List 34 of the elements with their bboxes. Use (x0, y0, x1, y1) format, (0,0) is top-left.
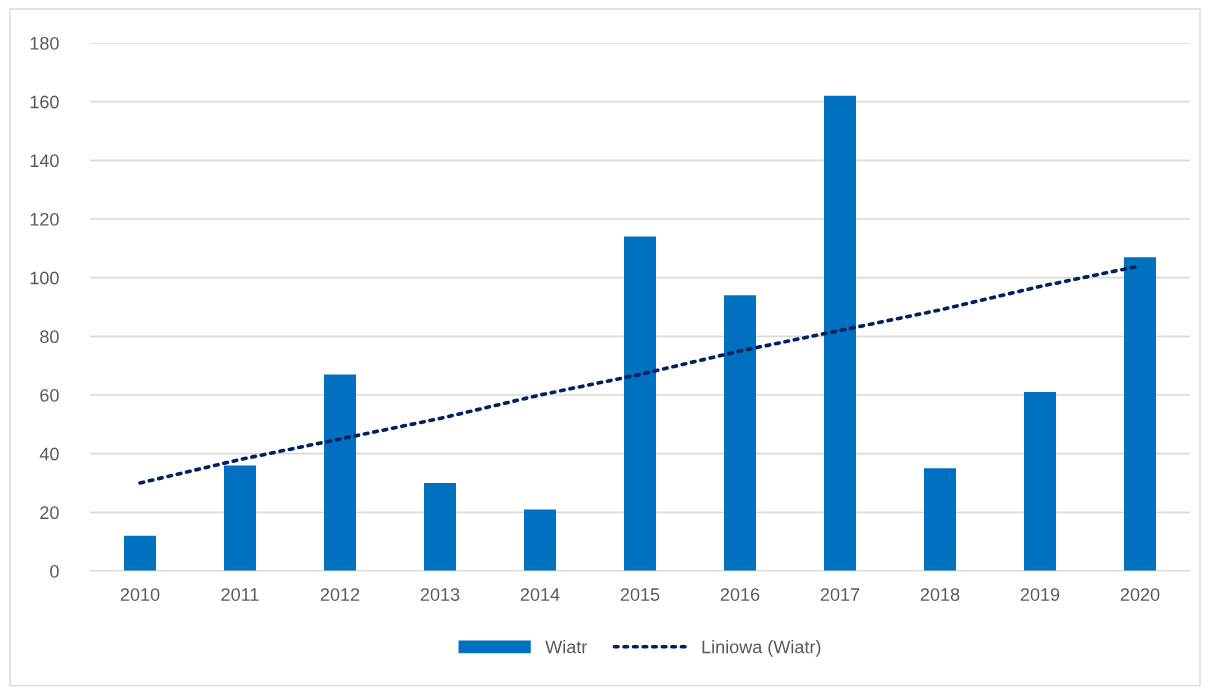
x-tick-label: 2020 (1120, 588, 1160, 601)
bar (1124, 257, 1156, 571)
y-tick-label: 160 (30, 95, 59, 109)
legend-label: Wiatr (545, 640, 588, 654)
y-tick-label: 0 (50, 564, 59, 578)
x-tick-label: 2010 (120, 588, 160, 601)
y-tick-label: 40 (39, 447, 59, 461)
bar (824, 95, 856, 571)
bar (624, 236, 656, 571)
bar (424, 483, 456, 571)
bar (224, 465, 256, 571)
bar (924, 468, 956, 571)
y-tick-label: 20 (40, 506, 59, 520)
x-tick-label: 2019 (1020, 588, 1060, 601)
bar (1024, 392, 1056, 571)
x-tick-label: 2012 (320, 588, 360, 601)
x-tick-label: 2018 (920, 588, 960, 601)
y-tick-label: 100 (30, 271, 59, 285)
y-tick-label: 80 (40, 330, 59, 344)
x-tick-label: 2016 (720, 588, 760, 601)
bar (724, 295, 756, 571)
legend-label: Liniowa (Wiatr) (702, 640, 821, 657)
y-tick-label: 60 (40, 388, 59, 402)
x-tick-label: 2017 (820, 588, 860, 601)
bar (324, 374, 356, 571)
x-tick-label: 2014 (520, 588, 560, 601)
x-tick-label: 2013 (420, 588, 460, 601)
bar (124, 535, 156, 571)
x-tick-label: 2011 (221, 588, 259, 601)
y-tick-label: 180 (30, 36, 59, 50)
x-tick-label: 2015 (620, 588, 660, 601)
y-tick-label: 140 (30, 154, 59, 168)
y-tick-label: 120 (30, 212, 59, 226)
bar (524, 509, 556, 571)
